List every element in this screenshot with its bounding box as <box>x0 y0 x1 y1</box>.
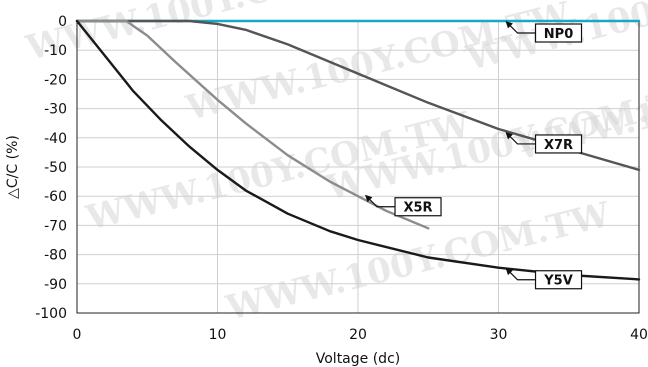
annotation-label: Y5V <box>543 274 573 289</box>
x-tick-label: 10 <box>209 327 227 343</box>
y-tick-label: -30 <box>44 102 67 118</box>
y-axis-label: △C/C (%) <box>5 135 21 199</box>
series-line-y5v <box>75 19 641 281</box>
annotation-box <box>394 197 442 217</box>
annotation-label: X5R <box>403 201 432 216</box>
y-tick-label: -80 <box>44 248 67 264</box>
annotation-layer: NP0 X7R X5R Y5V <box>365 21 583 290</box>
x-axis-label: Voltage (dc) <box>316 351 400 367</box>
y-tick-label: -40 <box>44 131 67 147</box>
annotation-leader <box>507 22 536 34</box>
annotation-np0: NP0 <box>505 21 583 43</box>
series-line-x7r <box>75 19 641 172</box>
annotation-x7r: X7R <box>505 131 583 154</box>
x-tick-label: 20 <box>349 327 367 343</box>
annotation-leader <box>507 269 536 281</box>
annotation-x5r: X5R <box>365 194 442 217</box>
annotation-leader <box>366 196 396 208</box>
y-axis-ticks: 0 -10 -20 -30 -40 -50 -60 -70 -80 -90 -100 <box>35 14 67 322</box>
annotation-arrowhead <box>505 267 513 276</box>
annotation-box <box>534 270 583 290</box>
annotation-box <box>534 23 583 43</box>
annotation-label: NP0 <box>544 27 573 42</box>
y-tick-label: -20 <box>44 72 67 88</box>
annotation-arrowhead <box>505 21 513 29</box>
annotation-label: X7R <box>544 138 573 153</box>
y-tick-label: -100 <box>35 306 67 322</box>
annotation-y5v: Y5V <box>505 267 583 290</box>
x-axis-ticks: 0 10 20 30 40 <box>73 327 648 343</box>
annotation-leader <box>507 133 536 145</box>
grid-lines <box>77 20 639 314</box>
x-tick-label: 30 <box>490 327 508 343</box>
y-tick-label: -50 <box>44 160 67 176</box>
x-tick-label: 40 <box>630 327 648 343</box>
annotation-arrowhead <box>365 194 373 203</box>
y-tick-label: 0 <box>58 14 67 30</box>
y-tick-label: -90 <box>44 277 67 293</box>
annotation-box <box>534 134 583 154</box>
y-tick-label: -60 <box>44 189 67 205</box>
annotation-arrowhead <box>505 131 513 140</box>
y-tick-label: -70 <box>44 218 67 234</box>
x-tick-label: 0 <box>73 327 82 343</box>
y-tick-label: -10 <box>44 43 67 59</box>
